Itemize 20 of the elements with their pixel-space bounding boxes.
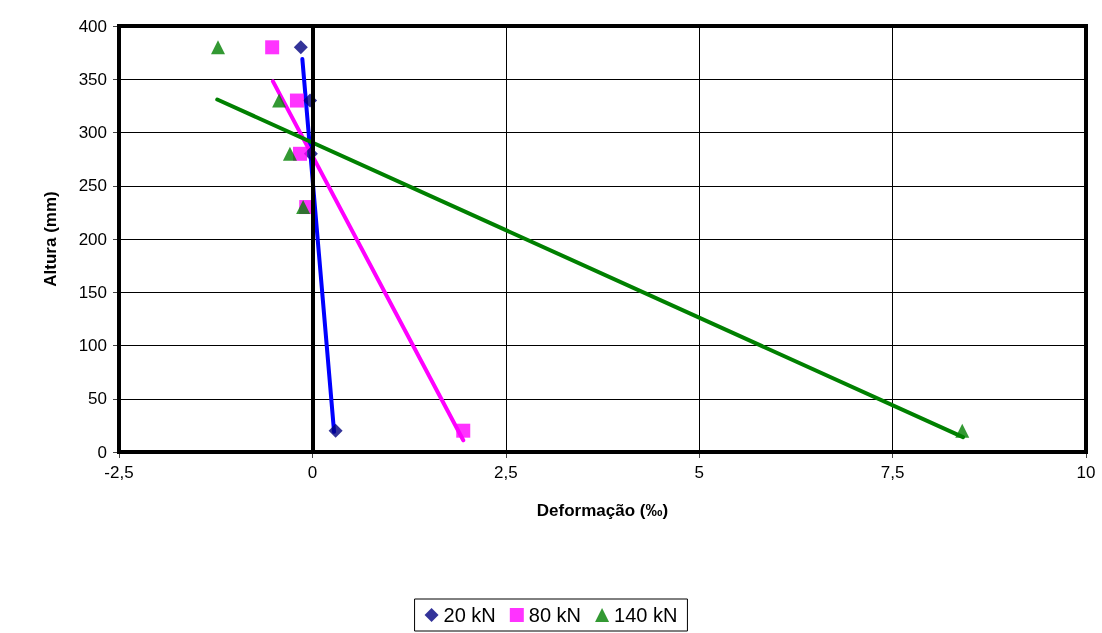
y-tick-label: 350 — [78, 69, 107, 89]
y-tick-label: 50 — [88, 389, 107, 409]
x-tick-label: 0 — [307, 463, 318, 482]
x-tick-label: -2,5 — [104, 463, 134, 482]
y-tick-label: 150 — [78, 282, 107, 302]
y-tick-label: 400 — [78, 16, 107, 36]
y-tick-label: 100 — [78, 336, 107, 355]
x-axis-title: Deformação (‰) — [536, 501, 669, 520]
y-tick-label: 0 — [97, 442, 107, 462]
legend-label: 20 kN — [443, 604, 496, 626]
x-tick-label: 2,5 — [493, 463, 518, 482]
legend-label: 140 kN — [614, 604, 678, 626]
legend-label: 80 kN — [528, 604, 582, 626]
x-tick-label: 7,5 — [880, 463, 905, 482]
y-tick-label: 250 — [78, 176, 107, 196]
y-tick-label: 200 — [78, 229, 107, 249]
y-tick-label: 300 — [78, 123, 107, 142]
y-axis-title: Altura (mm) — [41, 191, 60, 287]
x-tick-label: 10 — [1076, 463, 1096, 482]
x-tick-label: 5 — [694, 463, 704, 482]
